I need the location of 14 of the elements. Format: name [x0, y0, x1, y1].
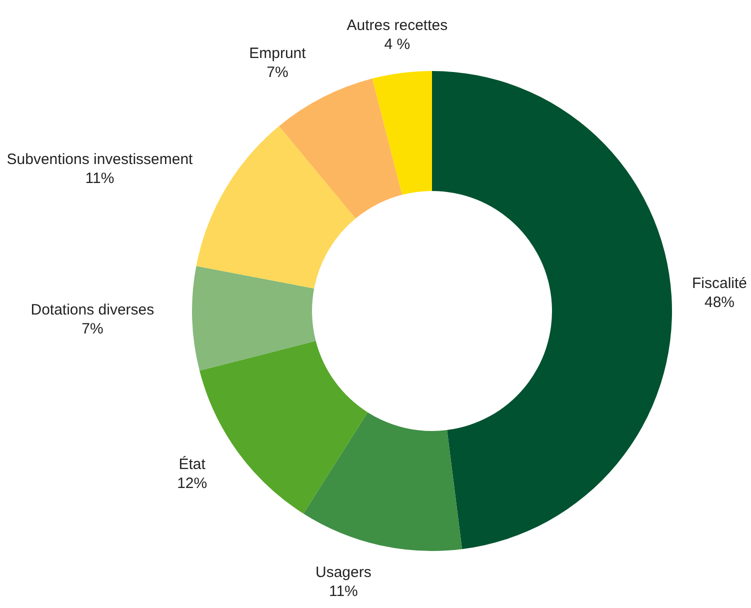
slice-label: Dotations diverses — [30, 301, 154, 318]
data-label: 48% — [704, 294, 735, 312]
slice-label: Emprunt — [249, 44, 307, 62]
slice-label: Subventions investissement — [6, 151, 194, 168]
slice-label: État — [178, 455, 206, 474]
data-label: 11% — [328, 582, 358, 600]
data-label: 11% — [85, 170, 114, 188]
data-label: 12% — [177, 475, 208, 492]
data-label: 4 % — [384, 36, 410, 53]
slice-label: Usagers — [316, 564, 372, 581]
slice-label: Fiscalité — [692, 275, 747, 292]
slice-label: Autres recettes — [346, 16, 448, 34]
data-label: 7% — [82, 320, 104, 338]
data-label: 7% — [266, 64, 288, 81]
